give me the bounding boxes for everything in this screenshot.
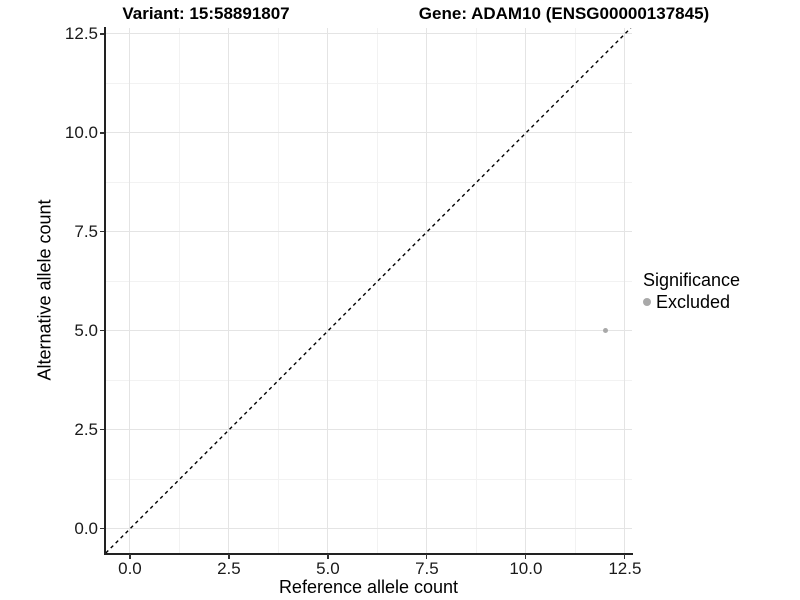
y-tick-mark — [99, 33, 104, 35]
x-tick-label: 5.0 — [316, 559, 340, 578]
y-tick-mark — [99, 429, 104, 431]
x-tick-label: 10.0 — [509, 559, 543, 578]
gridline-y-major — [105, 528, 632, 530]
gridline-y-minor — [105, 478, 632, 480]
gridline-y-minor — [105, 379, 632, 381]
x-tick-mark — [228, 554, 230, 559]
plot-title-gene: Gene: ADAM10 (ENSG00000137845) — [418, 4, 710, 23]
identity-line — [105, 28, 632, 553]
y-tick-label: 2.5 — [74, 419, 98, 439]
x-tick-mark — [129, 554, 131, 559]
gridline-y-minor — [105, 181, 632, 183]
gridline-y-major — [105, 429, 632, 431]
plot-panel — [105, 28, 632, 553]
x-axis-line — [104, 553, 633, 555]
gridline-x-major — [426, 28, 428, 553]
legend-item-label: Excluded — [656, 292, 731, 312]
y-tick-mark — [99, 330, 104, 332]
gridline-y-minor — [105, 280, 632, 282]
x-tick-label: 2.5 — [217, 559, 241, 578]
gridline-y-major — [105, 231, 632, 233]
y-tick-label: 5.0 — [74, 320, 98, 340]
gridline-y-minor — [105, 82, 632, 84]
y-tick-label: 7.5 — [74, 221, 98, 241]
gridline-y-major — [105, 330, 632, 332]
x-tick-mark — [426, 554, 428, 559]
gridline-x-minor — [277, 28, 279, 553]
x-tick-label: 7.5 — [415, 559, 439, 578]
gridline-x-major — [327, 28, 329, 553]
x-axis-title: Reference allele count — [278, 577, 459, 597]
data-point — [602, 328, 608, 334]
gridline-x-minor — [376, 28, 378, 553]
gridline-x-minor — [475, 28, 477, 553]
y-axis-line — [104, 27, 106, 554]
legend-title: Significance — [643, 270, 741, 290]
y-tick-mark — [99, 528, 104, 530]
x-tick-mark — [525, 554, 527, 559]
x-tick-label: 12.5 — [608, 559, 642, 578]
legend: Significance Excluded — [643, 270, 740, 312]
gridline-y-major — [105, 132, 632, 134]
gridline-x-major — [228, 28, 230, 553]
gridline-x-major — [624, 28, 626, 553]
gridline-x-major — [525, 28, 527, 553]
y-tick-label: 10.0 — [64, 122, 98, 142]
gridline-x-minor — [574, 28, 576, 553]
y-tick-mark — [99, 132, 104, 134]
y-tick-mark — [99, 231, 104, 233]
gridline-y-major — [105, 33, 632, 35]
legend-item-excluded: Excluded — [643, 292, 740, 312]
x-tick-label: 0.0 — [118, 559, 142, 578]
x-tick-mark — [624, 554, 626, 559]
gridline-x-major — [129, 28, 131, 553]
x-tick-mark — [327, 554, 329, 559]
gridline-x-minor — [178, 28, 180, 553]
y-tick-label: 0.0 — [74, 518, 98, 538]
y-tick-label: 12.5 — [64, 23, 98, 43]
plot-title-variant: Variant: 15:58891807 — [122, 4, 290, 23]
legend-key-dot — [643, 298, 651, 306]
